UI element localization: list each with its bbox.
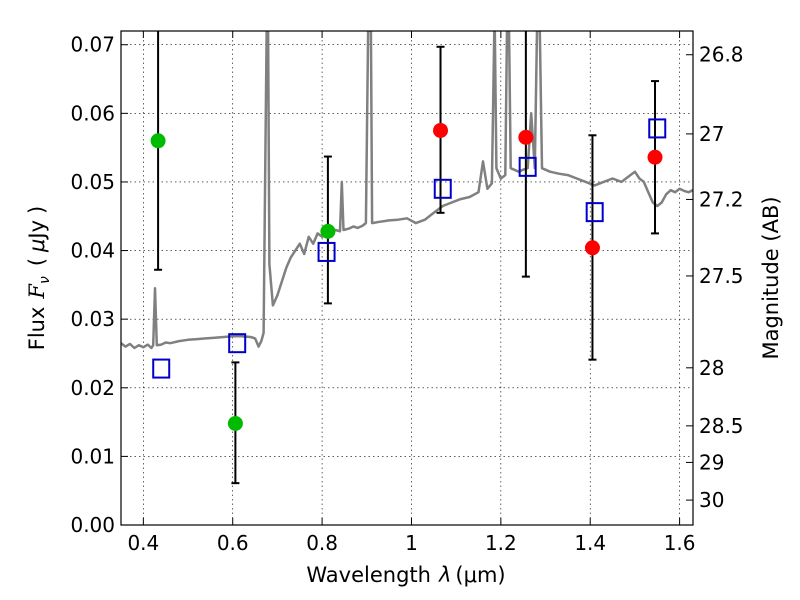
- right-y-tick-label: 27.5: [699, 264, 744, 288]
- detection-marker: [433, 122, 449, 138]
- y-tick-label: 0.01: [70, 444, 115, 468]
- right-y-axis-label: Magnitude (AB): [759, 196, 783, 359]
- y-tick-label: 0.03: [70, 307, 115, 331]
- right-y-tick-label: 27: [699, 122, 724, 146]
- green-point-marker: [320, 223, 336, 239]
- x-tick-label: 1.6: [664, 531, 696, 555]
- y-axis-label: FluxFν(μJy): [25, 206, 53, 350]
- model-square-marker: [648, 118, 667, 139]
- detection-marker: [584, 240, 600, 256]
- model-square-marker: [585, 202, 604, 223]
- right-y-tick-label: 26.8: [699, 43, 744, 67]
- x-tick-label: 0.4: [127, 531, 159, 555]
- plot-area: [121, 31, 693, 350]
- axis-ticks: 0.4 0.6 0.8 1 1.2 1.4 1.6 0.00 0.01 0.02 0.03 0.04 0…: [70, 31, 744, 555]
- model-square-marker: [518, 156, 537, 177]
- y-tick-label: 0.07: [70, 33, 115, 57]
- x-axis-label: Wavelength λ (μm): [306, 563, 505, 587]
- x-tick-label: 0.6: [217, 531, 249, 555]
- detection-marker: [518, 129, 534, 145]
- green-point-marker: [150, 133, 166, 149]
- y-tick-label: 0.02: [70, 376, 115, 400]
- model-square-marker: [228, 333, 247, 354]
- spectrum-line: [121, 31, 693, 350]
- error-bars: [150, 31, 667, 485]
- y-tick-label: 0.05: [70, 170, 115, 194]
- plot-frame: [120, 30, 694, 526]
- model-square-marker: [152, 358, 171, 379]
- detection-marker: [647, 149, 663, 165]
- x-tick-label: 1: [405, 531, 418, 555]
- y-tick-label: 0.00: [70, 513, 115, 537]
- green-point-marker: [227, 415, 243, 431]
- y-tick-label: 0.06: [70, 101, 115, 125]
- x-tick-label: 1.2: [485, 531, 517, 555]
- x-tick-label: 0.8: [306, 531, 338, 555]
- right-y-tick-label: 28: [699, 356, 724, 380]
- right-y-tick-label: 27.2: [699, 187, 744, 211]
- right-y-tick-label: 30: [699, 488, 724, 512]
- model-square-marker: [433, 178, 452, 199]
- x-tick-label: 1.4: [574, 531, 606, 555]
- right-y-tick-label: 28.5: [699, 414, 744, 438]
- model-square-marker: [317, 241, 336, 262]
- y-tick-label: 0.04: [70, 239, 115, 263]
- right-y-tick-label: 29: [699, 450, 724, 474]
